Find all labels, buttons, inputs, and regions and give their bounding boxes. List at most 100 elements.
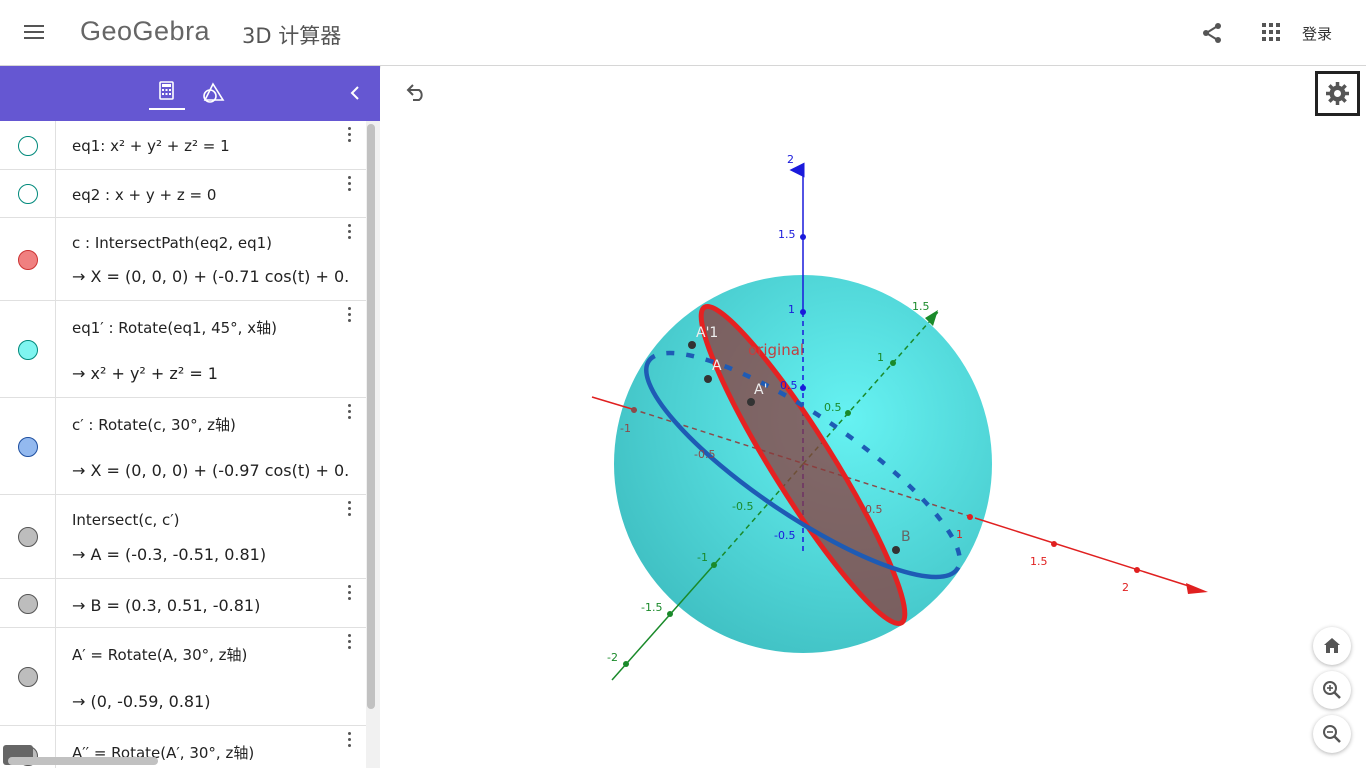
x-axis-back	[591, 396, 633, 410]
y-tick-neg1: -1	[697, 551, 708, 564]
3d-scene[interactable]: 2 1.5 1 0.5 -0.5 1.5 1 0.5 -0.5 -1 -1.5 …	[381, 66, 1321, 706]
visibility-toggle[interactable]	[18, 135, 38, 156]
row-definition[interactable]: eq1: x² + y² + z² = 1	[72, 137, 230, 155]
algebra-row[interactable]: Intersect(c, c′) → A = (-0.3, -0.51, 0.81…	[0, 495, 366, 579]
visibility-column	[0, 218, 56, 300]
geogebra-logo[interactable]: GeoGebra	[80, 16, 211, 46]
z-tick-neg0.5: -0.5	[774, 529, 795, 542]
zoom-out-icon	[1323, 725, 1341, 743]
z-tick-2: 2	[787, 153, 794, 166]
point-a-prime[interactable]	[747, 398, 755, 406]
z-tick-1: 1	[788, 303, 795, 316]
row-output: → B = (0.3, 0.51, -0.81)	[72, 596, 261, 615]
y-tick-0.5-dot	[845, 410, 851, 416]
x-tick-1: 1	[956, 528, 963, 541]
app-title: 3D 计算器	[242, 24, 342, 48]
y-tick-1-dot	[890, 360, 896, 366]
z-tick-0.5-dot	[800, 385, 806, 391]
zoom-in-button[interactable]	[1313, 671, 1351, 709]
more-options-icon[interactable]	[344, 634, 356, 652]
visibility-column	[0, 495, 56, 578]
row-definition[interactable]: A′ = Rotate(A, 30°, z轴)	[72, 646, 248, 664]
more-options-icon[interactable]	[344, 585, 356, 603]
algebra-row[interactable]: eq2 : x + y + z = 0	[0, 170, 366, 218]
login-button[interactable]: 登录	[1302, 25, 1333, 43]
algebra-row[interactable]: c : IntersectPath(eq2, eq1) → X = (0, 0, …	[0, 218, 366, 301]
y-tick-neg0.5: -0.5	[732, 500, 753, 513]
circle-c-prime[interactable]	[621, 320, 985, 611]
algebra-row[interactable]: A′ = Rotate(A, 30°, z轴) → (0, -0.59, 0.81…	[0, 628, 366, 726]
visibility-column	[0, 579, 56, 627]
more-options-icon[interactable]	[344, 224, 356, 242]
more-options-icon[interactable]	[344, 127, 356, 145]
more-options-icon[interactable]	[344, 404, 356, 422]
row-definition[interactable]: c : IntersectPath(eq2, eq1)	[72, 234, 272, 252]
settings-button[interactable]	[1315, 71, 1360, 116]
row-output: → X = (0, 0, 0) + (-0.97 cos(t) + 0.	[72, 461, 350, 480]
more-options-icon[interactable]	[344, 176, 356, 194]
apps-grid-icon[interactable]	[1262, 23, 1282, 43]
share-icon[interactable]	[1200, 21, 1224, 45]
home-icon	[1324, 638, 1340, 653]
algebra-row[interactable]: eq1′ : Rotate(eq1, 45°, x轴) → x² + y² + z…	[0, 301, 366, 398]
zoom-in-icon	[1323, 681, 1341, 699]
disc-intersection[interactable]	[679, 291, 927, 638]
row-definition[interactable]: c′ : Rotate(c, 30°, z轴)	[72, 416, 236, 434]
visibility-column	[0, 121, 56, 169]
label-original: original	[748, 341, 804, 359]
visibility-toggle[interactable]	[18, 436, 38, 457]
point-a[interactable]	[704, 375, 712, 383]
row-output: → x² + y² + z² = 1	[72, 364, 218, 383]
algebra-row[interactable]: c′ : Rotate(c, 30°, z轴) → X = (0, 0, 0) +…	[0, 398, 366, 495]
x-axis-arrow	[1186, 583, 1208, 594]
visibility-column	[0, 170, 56, 217]
visibility-column	[0, 398, 56, 494]
top-bar: GeoGebra 3D 计算器 登录	[0, 0, 1366, 66]
calculator-icon	[159, 81, 174, 100]
x-tick-1.5: 1.5	[1030, 555, 1048, 568]
y-tick-neg1.5-dot	[667, 611, 673, 617]
algebra-row[interactable]: eq1: x² + y² + z² = 1	[0, 121, 366, 170]
home-button[interactable]	[1313, 627, 1351, 665]
y-tick-neg1.5: -1.5	[641, 601, 662, 614]
algebra-row[interactable]: → B = (0.3, 0.51, -0.81)	[0, 579, 366, 628]
row-definition[interactable]: Intersect(c, c′)	[72, 511, 180, 529]
y-tick-neg2-dot	[623, 661, 629, 667]
visibility-toggle[interactable]	[18, 667, 38, 687]
tab-tools[interactable]	[200, 80, 226, 106]
z-tick-1.5: 1.5	[778, 228, 796, 241]
visibility-toggle[interactable]	[18, 249, 38, 270]
more-options-icon[interactable]	[344, 732, 356, 750]
y-axis-back	[802, 311, 939, 465]
x-tick-neg1: -1	[620, 422, 631, 435]
horizontal-scrollbar[interactable]	[8, 757, 158, 765]
panel-header	[0, 66, 380, 121]
zoom-out-button[interactable]	[1313, 715, 1351, 753]
y-tick-0.5: 0.5	[824, 401, 842, 414]
row-definition[interactable]: eq1′ : Rotate(eq1, 45°, x轴)	[72, 319, 277, 337]
point-a-double-prime[interactable]	[688, 341, 696, 349]
undo-icon[interactable]	[403, 82, 429, 104]
menu-icon[interactable]	[24, 22, 48, 44]
row-output: → X = (0, 0, 0) + (-0.71 cos(t) + 0.	[72, 267, 350, 286]
visibility-toggle[interactable]	[18, 593, 38, 614]
collapse-panel-icon[interactable]	[344, 82, 366, 104]
y-tick-1.5: 1.5	[912, 300, 930, 313]
x-tick-1-dot	[967, 514, 973, 520]
more-options-icon[interactable]	[344, 501, 356, 519]
y-axis-outside	[611, 557, 721, 681]
point-b[interactable]	[892, 546, 900, 554]
row-output: → A = (-0.3, -0.51, 0.81)	[72, 545, 267, 564]
visibility-toggle[interactable]	[18, 184, 38, 204]
more-options-icon[interactable]	[344, 307, 356, 325]
tab-algebra[interactable]	[149, 78, 185, 112]
algebra-scrollbar[interactable]	[367, 124, 375, 709]
algebra-panel: eq1: x² + y² + z² = 1 eq2 : x + y + z = 0…	[0, 66, 380, 768]
row-output: → (0, -0.59, 0.81)	[72, 692, 211, 711]
y-axis-arrow	[925, 310, 938, 326]
row-definition[interactable]: eq2 : x + y + z = 0	[72, 186, 217, 204]
visibility-column	[0, 301, 56, 397]
x-tick-2: 2	[1122, 581, 1129, 594]
visibility-toggle[interactable]	[18, 527, 38, 547]
visibility-toggle[interactable]	[18, 339, 38, 360]
